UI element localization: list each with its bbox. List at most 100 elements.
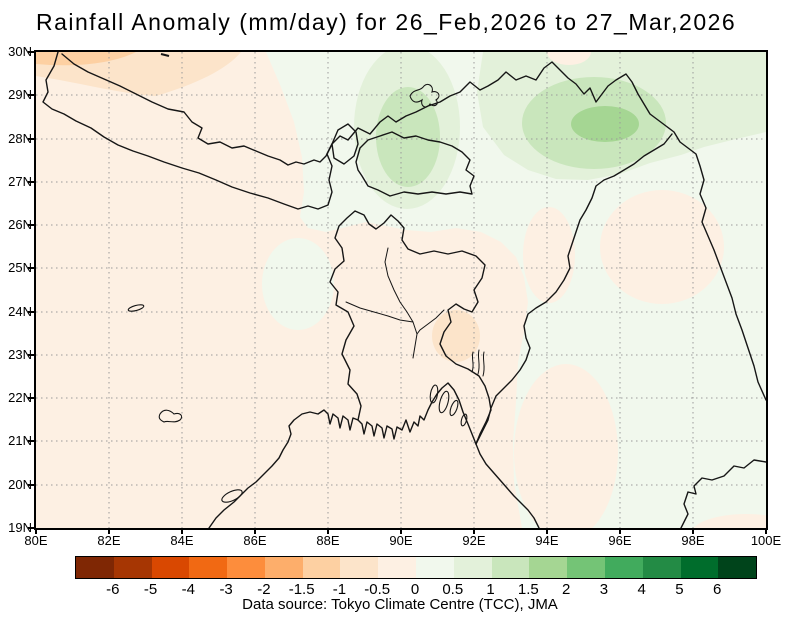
- colorbar-boundary-label: 0.5: [442, 581, 464, 598]
- lake-yamdrok: [409, 83, 440, 108]
- lake-tibet-dash: [160, 53, 170, 57]
- shade-tripura-dry: [432, 310, 480, 362]
- shade-west-bengal-patch: [262, 238, 334, 330]
- shade-manipur-patch: [523, 207, 575, 303]
- colorbar-boundary-label: -0.5: [364, 581, 391, 598]
- lake-rihand: [127, 304, 145, 312]
- colorbar-boundary-label: 6: [713, 581, 722, 598]
- colorbar-segment-14: [604, 557, 643, 578]
- colorbar-segment-12: [529, 557, 568, 578]
- colorbar-boundary-label: -4: [181, 581, 195, 598]
- lat-tick-label: 27N: [8, 173, 32, 189]
- lon-tick-label: 92E: [462, 533, 486, 548]
- lon-tick-mark: [108, 528, 110, 534]
- colorbar-boundary-label: -2: [257, 581, 271, 598]
- lon-tick-label: 98E: [681, 533, 705, 548]
- lat-tick-label: 21N: [8, 433, 32, 449]
- colorbar-boundary-label: -3: [219, 581, 233, 598]
- lon-tick-mark: [35, 528, 37, 534]
- lon-tick-label: 96E: [608, 533, 632, 548]
- lat-tick-label: 26N: [8, 217, 32, 233]
- colorbar-segment-4: [227, 557, 265, 578]
- lat-tick-mark: [28, 51, 35, 53]
- lat-tick-mark: [28, 483, 35, 486]
- lon-tick-mark: [327, 528, 329, 534]
- figure-title: Rainfall Anomaly (mm/day) for 26_Feb,202…: [36, 9, 737, 35]
- lat-tick-mark: [28, 180, 35, 183]
- lon-tick-mark: [400, 528, 402, 534]
- colorbar-boundary-label: -6: [106, 581, 120, 598]
- colorbar-boundary-label: 2: [561, 581, 571, 598]
- india-myanmar-border: [475, 133, 673, 445]
- lat-tick-mark: [28, 94, 35, 97]
- colorbar-segment-1: [113, 557, 152, 578]
- lat-tick-mark: [28, 137, 35, 140]
- colorbar-segment-11: [491, 557, 530, 578]
- lat-tick-mark: [28, 440, 35, 443]
- delta-island-4: [460, 413, 468, 427]
- lon-tick-label: 90E: [389, 533, 413, 548]
- himalaya-china-border: [61, 53, 766, 401]
- lon-tick-label: 94E: [535, 533, 559, 548]
- colorbar-segment-5: [264, 557, 303, 578]
- lon-tick-mark: [473, 528, 475, 534]
- lat-tick-mark: [28, 353, 35, 356]
- coastline-bay-of-bengal: [208, 382, 540, 528]
- lon-tick-label: 84E: [170, 533, 194, 548]
- bhutan-border: [355, 131, 475, 197]
- nepal-west-south-east-border: [42, 52, 333, 210]
- lat-tick-label: 30N: [8, 44, 32, 59]
- lat-tick-label: 19N: [8, 519, 32, 535]
- delta-island-2: [438, 390, 450, 414]
- bangladesh-india-border: [329, 210, 492, 445]
- lat-tick-label: 29N: [8, 87, 32, 103]
- data-source-note: Data source: Tokyo Climate Centre (TCC),…: [242, 596, 558, 613]
- map-plot-area: [34, 50, 768, 530]
- colorbar-segment-8: [378, 557, 417, 578]
- lon-tick-mark: [692, 528, 694, 534]
- colorbar-segment-9: [416, 557, 454, 578]
- shade-nw-dry-core: [36, 52, 136, 66]
- lake-hirakud: [158, 409, 183, 423]
- colorbar-boundary-label: 4: [637, 581, 646, 598]
- lon-tick-label: 80E: [24, 533, 48, 548]
- lat-tick-label: 24N: [8, 303, 32, 319]
- shade-arunachal-max: [571, 106, 639, 142]
- colorbar-segment-6: [302, 557, 341, 578]
- colorbar-boundary-label: 1.5: [517, 581, 539, 598]
- colorbar-boundary-label: 3: [599, 581, 609, 598]
- colorbar-segment-7: [340, 557, 379, 578]
- lon-tick-mark: [765, 528, 767, 534]
- colorbar-boundary-label: 0: [410, 581, 420, 598]
- colorbar-segment-16: [680, 557, 719, 578]
- lat-tick-label: 25N: [8, 260, 32, 276]
- river-meghna-upper: [416, 309, 445, 335]
- river-jamuna: [384, 247, 414, 323]
- lat-tick-mark: [28, 267, 35, 270]
- colorbar-segment-3: [189, 557, 228, 578]
- lon-tick-mark: [546, 528, 548, 534]
- lat-tick-mark: [28, 526, 35, 529]
- lon-tick-label: 100E: [750, 533, 782, 548]
- sikkim-border: [331, 123, 359, 165]
- lon-tick-mark: [254, 528, 256, 534]
- lat-tick-mark: [28, 397, 35, 400]
- lat-tick-label: 22N: [8, 390, 32, 406]
- colorbar-segment-10: [453, 557, 492, 578]
- colorbar-segment-15: [642, 557, 681, 578]
- river-padma: [345, 301, 414, 323]
- river-tripura-2: [477, 349, 480, 375]
- anomaly-colorbar: [75, 556, 757, 579]
- shade-myanmar-s-patch: [514, 364, 618, 528]
- river-tripura-3: [482, 351, 485, 377]
- lat-tick-label: 23N: [8, 346, 32, 362]
- river-meghna-lower: [412, 321, 418, 359]
- colorbar-boundary-label: 1: [486, 581, 495, 598]
- anomaly-map: [36, 52, 766, 528]
- shade-corner-se-patch: [693, 514, 766, 528]
- lon-tick-label: 82E: [97, 533, 121, 548]
- colorbar-boundary-label: -5: [143, 581, 158, 598]
- river-tripura-1: [471, 351, 474, 373]
- lat-tick-mark: [28, 224, 35, 227]
- lon-tick-label: 86E: [243, 533, 267, 548]
